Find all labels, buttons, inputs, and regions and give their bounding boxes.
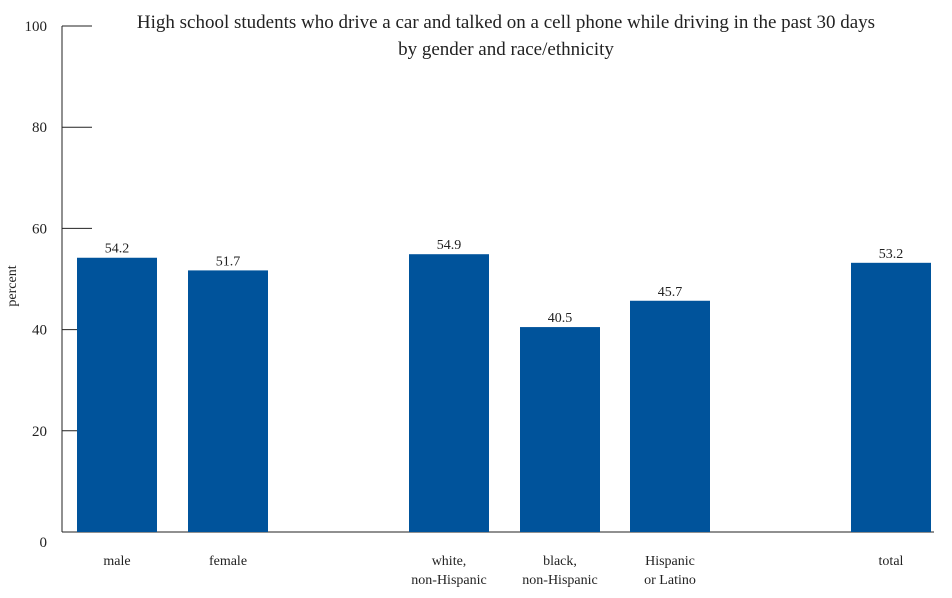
y-axis-label: percent xyxy=(5,265,20,306)
category-labels: male female white, non-Hispanic black, non-Hi… xyxy=(103,554,903,588)
category-label: total xyxy=(879,554,904,569)
bar-value-label: 40.5 xyxy=(548,311,573,326)
bars xyxy=(77,254,931,532)
bar-value-label: 51.7 xyxy=(216,254,241,269)
bar xyxy=(851,262,931,532)
chart-title-line-1: High school students who drive a car and… xyxy=(137,12,875,33)
bar-value-label: 53.2 xyxy=(879,247,904,262)
bar xyxy=(520,327,600,532)
bar xyxy=(188,270,268,532)
category-label: female xyxy=(209,554,247,569)
bar xyxy=(409,254,489,532)
y-tick-label: 0 xyxy=(40,535,48,551)
bar-value-label: 54.2 xyxy=(105,242,130,257)
category-label: non-Hispanic xyxy=(522,573,597,588)
category-label: male xyxy=(103,554,130,569)
y-tick-label: 80 xyxy=(32,120,47,136)
bar xyxy=(77,257,157,532)
value-labels: 54.2 51.7 54.9 40.5 45.7 53.2 xyxy=(105,238,904,326)
y-axis-ticks: 0 20 40 60 80 100 xyxy=(25,19,92,551)
category-label: Hispanic xyxy=(645,554,695,569)
bar xyxy=(630,300,710,532)
chart-title-line-2: by gender and race/ethnicity xyxy=(398,39,614,60)
category-label: white, xyxy=(432,554,467,569)
y-tick-label: 40 xyxy=(32,323,47,339)
bar-value-label: 54.9 xyxy=(437,238,462,253)
bar-value-label: 45.7 xyxy=(658,285,683,300)
category-label: or Latino xyxy=(644,573,696,588)
category-label: black, xyxy=(543,554,577,569)
y-tick-label: 100 xyxy=(25,19,48,35)
category-label: non-Hispanic xyxy=(411,573,486,588)
y-tick-label: 60 xyxy=(32,221,47,237)
y-tick-label: 20 xyxy=(32,424,47,440)
